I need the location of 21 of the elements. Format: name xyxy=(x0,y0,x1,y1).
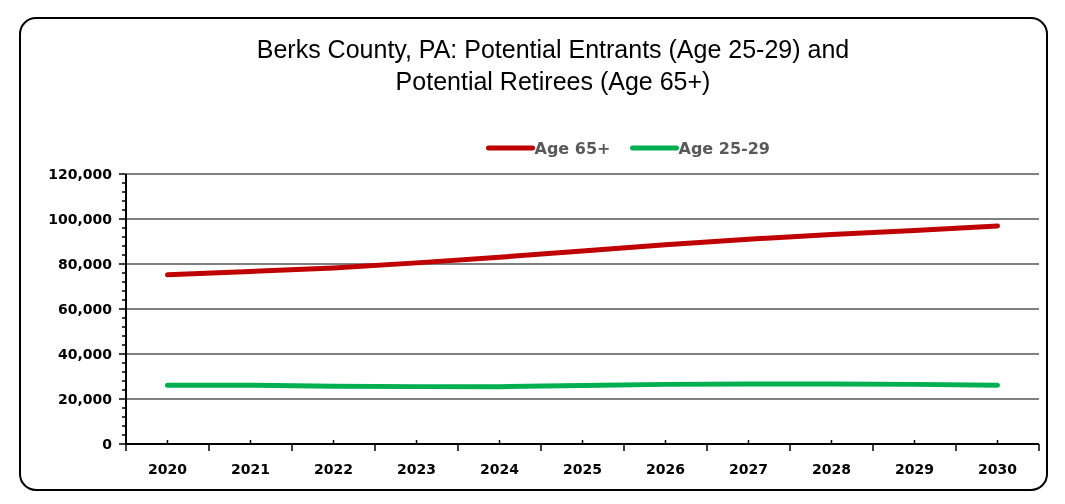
y-tick-label: 80,000 xyxy=(57,255,113,272)
x-tick-label: 2025 xyxy=(563,461,602,477)
x-tick-label: 2020 xyxy=(148,461,188,477)
legend-label: Age 25-29 xyxy=(678,138,770,158)
legend-label: Age 65+ xyxy=(534,138,611,158)
x-tick-label: 2024 xyxy=(480,461,520,477)
y-tick-label: 40,000 xyxy=(57,345,113,362)
x-tick-label: 2026 xyxy=(646,461,685,477)
x-tick-label: 2028 xyxy=(812,461,851,477)
x-tick-label: 2029 xyxy=(895,461,934,477)
x-tick-label: 2030 xyxy=(978,461,1018,477)
x-tick-label: 2023 xyxy=(397,461,436,477)
y-tick-label: 0 xyxy=(102,435,113,452)
y-tick-label: 20,000 xyxy=(57,390,113,407)
y-tick-label: 60,000 xyxy=(57,300,113,317)
chart-title: Berks County, PA: Potential Entrants (Age 25-29) and Potential Retirees (Age 65+) xyxy=(256,35,850,95)
y-tick-label: 100,000 xyxy=(48,210,113,227)
x-tick-label: 2021 xyxy=(231,461,270,477)
y-tick-label: 120,000 xyxy=(48,165,113,182)
x-tick-label: 2022 xyxy=(314,461,353,477)
x-tick-label: 2027 xyxy=(729,461,768,477)
